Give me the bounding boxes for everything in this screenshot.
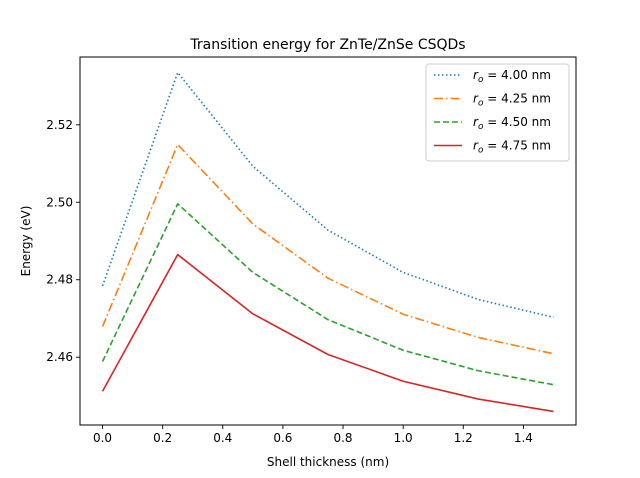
legend-box: [425, 63, 570, 162]
legend-symbol: r: [473, 92, 479, 106]
legend-subscript: o: [478, 99, 484, 109]
legend-subscript: o: [478, 122, 484, 132]
legend-symbol: r: [473, 115, 479, 129]
y-axis-label: Energy (eV): [19, 206, 33, 277]
x-tick-label: 1.0: [394, 431, 413, 445]
y-tick-label: 2.46: [46, 350, 73, 364]
x-tick-label: 1.2: [454, 431, 473, 445]
legend-label-3: ro = 4.75 nm: [473, 139, 551, 156]
x-tick-label: 1.4: [514, 431, 533, 445]
x-axis-ticks: 0.0 0.2 0.4 0.6 0.8 1.0 1.2 1.4: [93, 425, 533, 445]
series-line-3: [101, 253, 554, 413]
x-tick-label: 0.6: [273, 431, 292, 445]
legend-series-name: 4.75 nm: [501, 139, 551, 153]
legend-label-2: ro = 4.50 nm: [473, 115, 551, 132]
legend-label-1: ro = 4.25 nm: [473, 92, 551, 109]
x-axis-label: Shell thickness (nm): [267, 455, 389, 469]
legend-series-name: 4.50 nm: [501, 115, 551, 129]
y-axis-ticks: 2.46 2.48 2.50 2.52: [46, 118, 80, 364]
x-tick-label: 0.8: [333, 431, 352, 445]
series-line-2: [101, 203, 554, 386]
legend-symbol: r: [473, 68, 479, 82]
y-tick-label: 2.48: [46, 273, 73, 287]
legend-label-0: ro = 4.00 nm: [473, 68, 551, 85]
legend-series-name: 4.25 nm: [501, 92, 551, 106]
x-tick-label: 0.2: [153, 431, 172, 445]
legend-equals: =: [483, 139, 501, 153]
chart-title: Transition energy for ZnTe/ZnSe CSQDs: [189, 37, 465, 53]
legend-equals: =: [483, 115, 501, 129]
series-lines: [101, 71, 554, 413]
legend-symbol: r: [473, 139, 479, 153]
x-tick-label: 0.0: [93, 431, 112, 445]
axes-frame: [79, 56, 577, 426]
series-line-1: [101, 143, 554, 355]
legend-subscript: o: [478, 146, 484, 156]
legend-equals: =: [483, 92, 501, 106]
legend-series-name: 4.00 nm: [501, 68, 551, 82]
legend-subscript: o: [478, 75, 484, 85]
y-tick-label: 2.52: [46, 118, 73, 132]
y-tick-label: 2.50: [46, 195, 73, 209]
series-line-0: [101, 71, 554, 319]
x-tick-label: 0.4: [213, 431, 232, 445]
legend-equals: =: [483, 68, 501, 82]
